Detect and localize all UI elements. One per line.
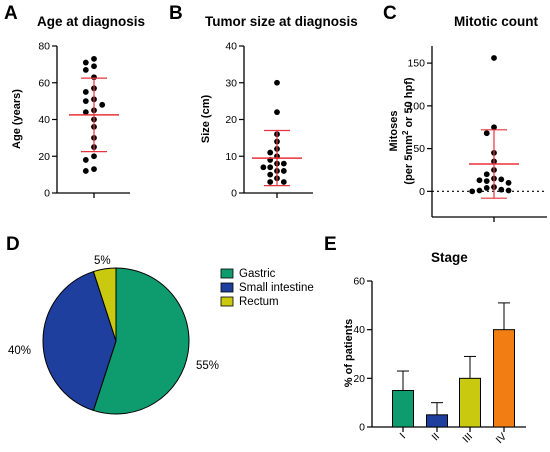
x-tick-label-III: III: [460, 431, 475, 446]
bar-stage-III: [459, 377, 481, 428]
legend-swatch-gastric: [220, 268, 234, 279]
data-point: [491, 55, 497, 61]
pie-slice-gastric: [92, 267, 190, 415]
data-point: [267, 179, 274, 185]
y-tick-label: 150: [407, 58, 425, 70]
data-point: [82, 109, 89, 116]
y-tick-label: 100: [407, 100, 425, 112]
panel-a-title: Age at diagnosis: [37, 14, 145, 29]
data-point: [469, 188, 476, 195]
bar-stage-I: [392, 390, 414, 428]
data-point: [274, 109, 280, 116]
legend-label-small-intestine: Small intestine: [239, 282, 314, 294]
data-point: [91, 63, 97, 70]
data-point: [82, 66, 89, 73]
data-point: [476, 187, 483, 194]
panel-letter-d: D: [6, 234, 20, 255]
data-point: [476, 177, 483, 184]
y-tick-label: 10: [225, 151, 237, 163]
panel-letter-c: C: [383, 3, 397, 24]
data-point: [483, 185, 490, 191]
data-point: [498, 176, 505, 183]
pie-label-small-intestine: 40%: [8, 345, 31, 357]
panel-letter-b: B: [169, 3, 183, 24]
y-tick-label: 50: [413, 143, 425, 155]
data-point: [280, 168, 287, 174]
y-tick-label: 0: [359, 422, 365, 434]
y-tick-label: 20: [353, 373, 365, 385]
y-tick-label: 40: [353, 324, 365, 336]
data-point: [505, 187, 512, 194]
data-point: [280, 160, 287, 167]
x-tick-label-IV: IV: [494, 431, 510, 447]
data-point: [91, 55, 97, 62]
panel-letter-e: E: [324, 234, 337, 255]
data-point: [505, 179, 512, 186]
panel-letter-a: A: [4, 3, 18, 24]
data-point: [260, 164, 267, 171]
panel-c-y-axis-label-line2: (per 5mm2 or 50 hpf): [401, 77, 415, 184]
panel-b-size-scatter: 0 10 20 30 40: [225, 41, 313, 200]
pie-slice-rectum: [92, 267, 117, 342]
y-tick-label: 0: [419, 186, 425, 198]
x-tick-label-I: I: [398, 431, 409, 442]
panel-c-mitotic-scatter: 0 50 100 150: [407, 46, 547, 222]
y-tick-label: 20: [38, 151, 50, 163]
panel-a-y-axis-label: Age (years): [11, 89, 23, 149]
panel-b-y-axis-label: Size (cm): [200, 95, 212, 144]
y-tick-label: 40: [38, 114, 50, 126]
data-point: [91, 153, 97, 160]
y-tick-label: 60: [353, 276, 365, 288]
bar-stage-IV: [493, 329, 515, 428]
y-tick-label: 0: [44, 188, 50, 200]
data-point: [483, 171, 490, 178]
panel-c-title: Mitotic count: [454, 14, 538, 29]
pie-label-gastric: 55%: [196, 360, 219, 372]
y-tick-label: 0: [231, 188, 237, 200]
pie-slice-small-intestine: [42, 270, 117, 412]
data-point: [82, 168, 89, 174]
legend-swatch-rectum: [220, 296, 234, 307]
data-point: [82, 157, 89, 163]
panel-b-title: Tumor size at diagnosis: [205, 14, 358, 29]
x-tick-label-II: II: [430, 431, 443, 444]
data-point: [491, 124, 497, 131]
data-point: [274, 79, 280, 86]
y-tick-label: 80: [38, 41, 50, 53]
bar-stage-II: [426, 414, 448, 428]
panel-c-y-axis-label-line1: Mitoses: [388, 111, 400, 152]
pie-legend: Gastric Small intestine Rectum: [220, 268, 314, 308]
y-tick-label: 60: [38, 77, 50, 89]
panel-e-y-axis-label: % of patients: [343, 319, 355, 387]
legend-swatch-small-intestine: [220, 282, 234, 293]
data-point: [82, 89, 89, 95]
data-point: [99, 101, 106, 108]
data-point: [267, 164, 274, 171]
data-point: [82, 59, 89, 66]
data-point: [280, 179, 287, 185]
y-tick-label: 30: [225, 77, 237, 89]
panel-d-pie: [42, 267, 190, 415]
pie-label-rectum: 5%: [94, 255, 111, 267]
legend-label-rectum: Rectum: [239, 296, 279, 308]
panel-a-age-scatter: 0 20 40 60 80: [38, 41, 130, 200]
panel-e-title: Stage: [431, 250, 468, 265]
data-point: [498, 186, 505, 193]
data-point: [267, 149, 274, 156]
data-point: [483, 130, 490, 137]
data-point: [483, 178, 490, 184]
data-point: [82, 98, 89, 105]
legend-label-gastric: Gastric: [239, 268, 276, 280]
data-point: [267, 171, 274, 178]
y-tick-label: 40: [225, 41, 237, 53]
data-point: [91, 166, 97, 173]
y-tick-label: 20: [225, 114, 237, 126]
